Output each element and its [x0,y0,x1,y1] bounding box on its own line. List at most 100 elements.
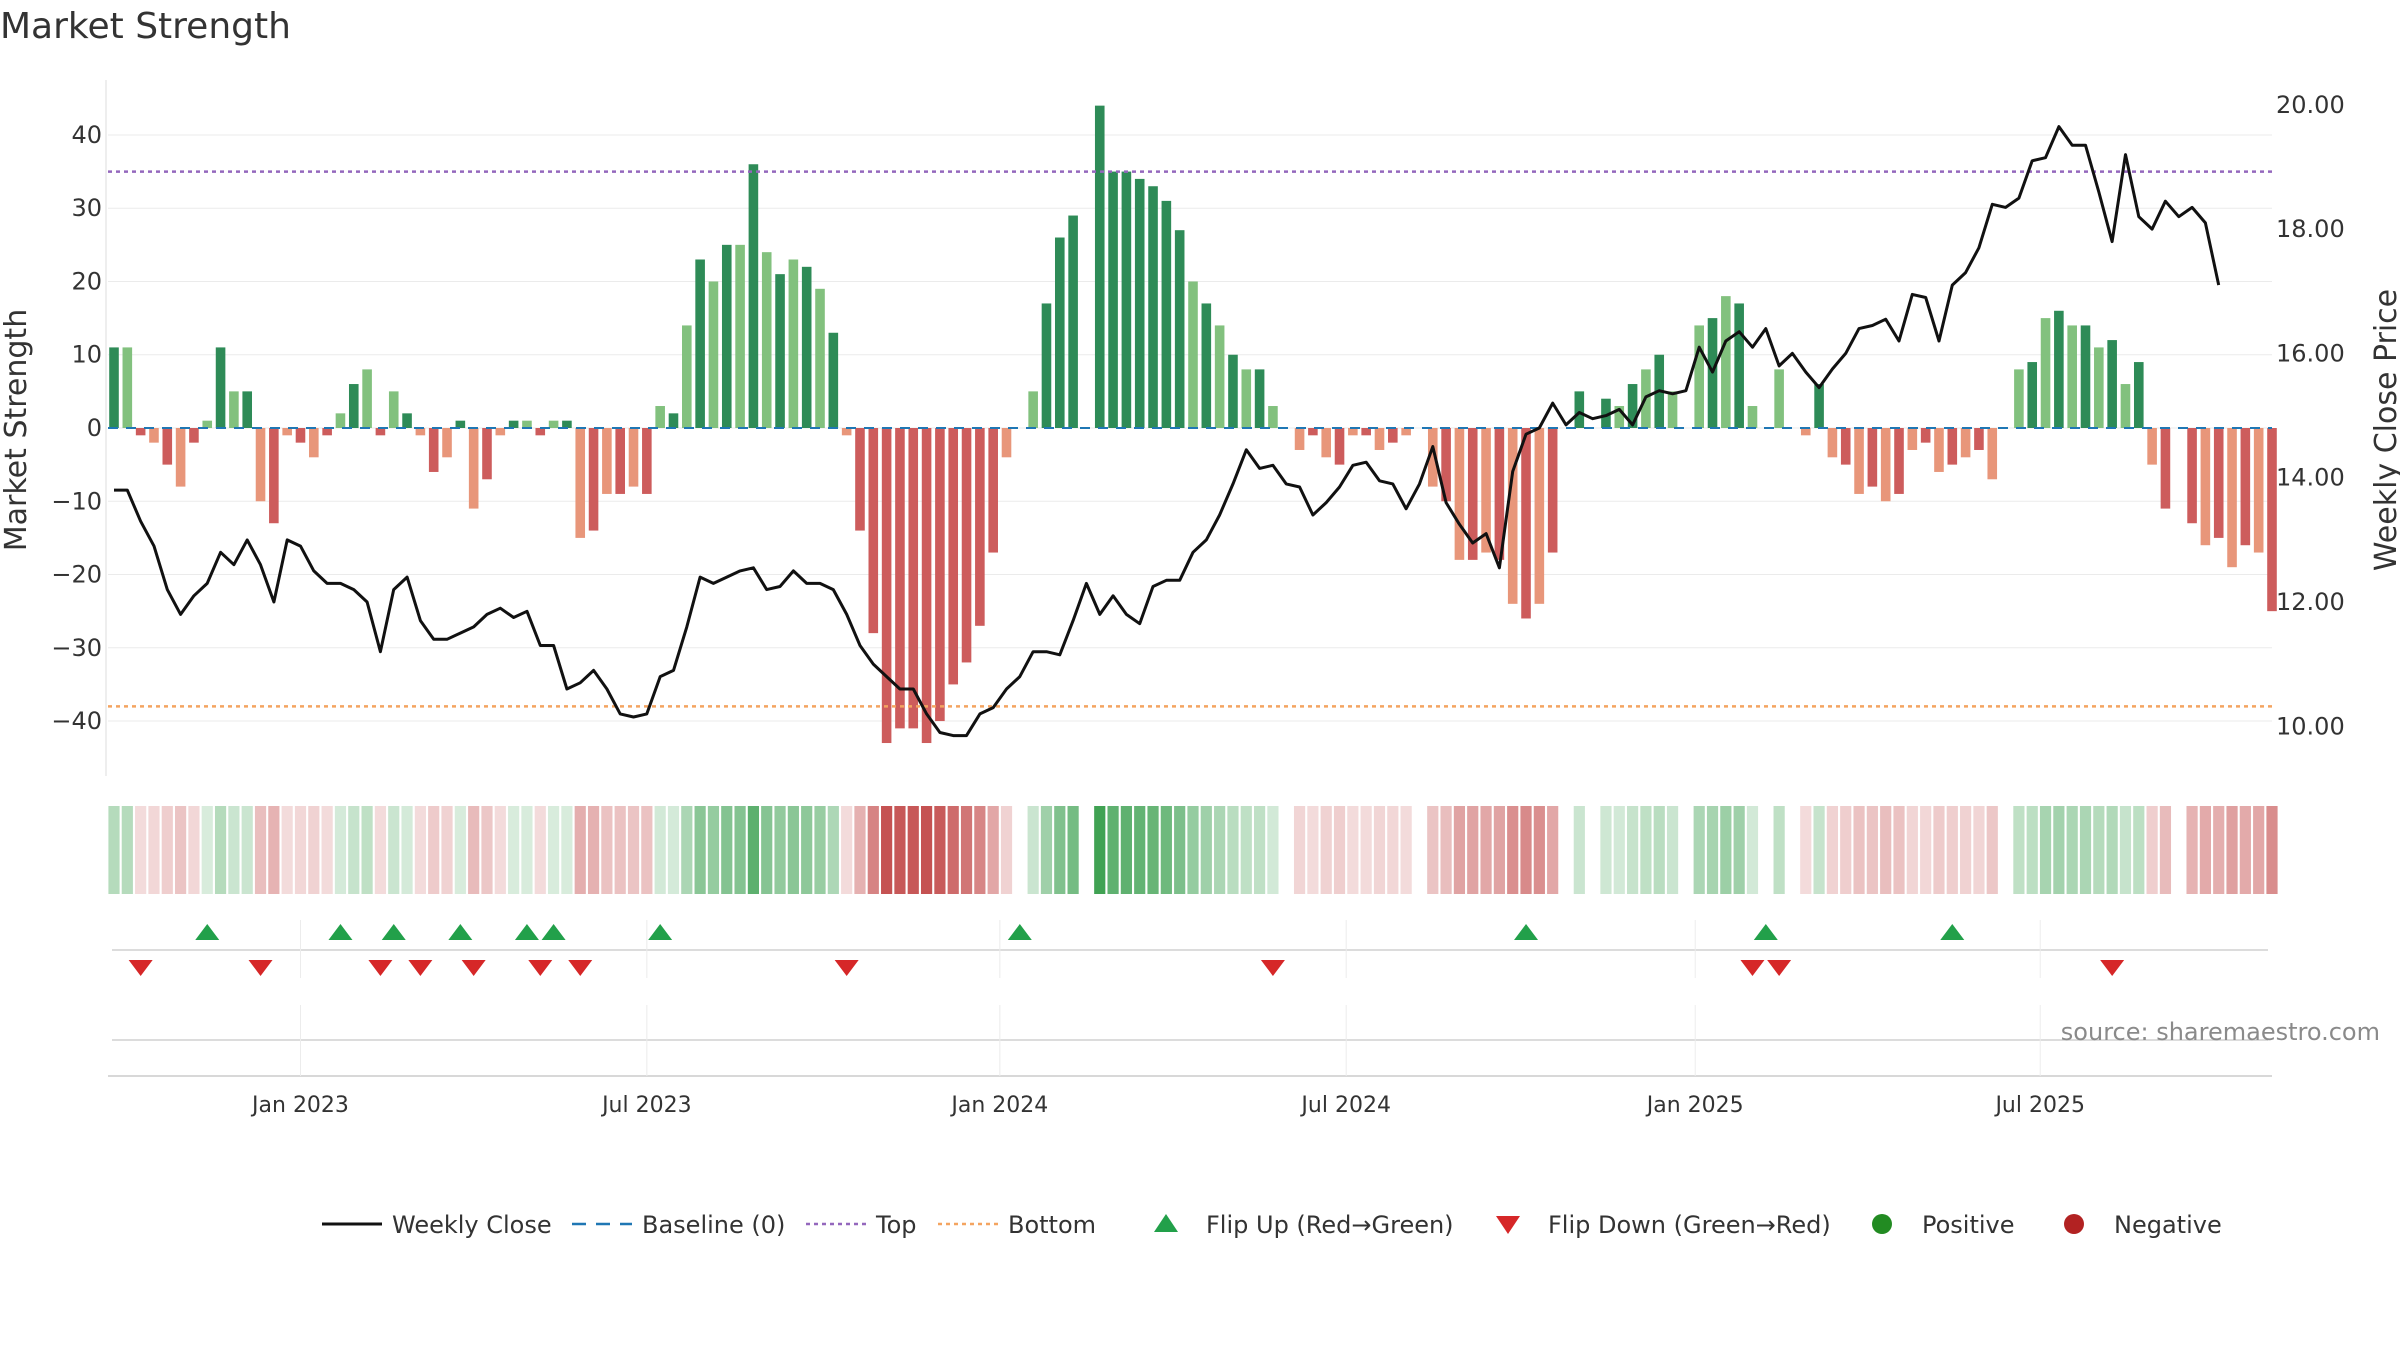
strength-bar [1800,428,1811,436]
strength-bar [335,413,346,428]
strength-bar [362,369,372,428]
strength-bar [1507,428,1518,604]
strength-bar [881,428,892,744]
heat-cell [2039,806,2052,894]
heat-cell [108,806,120,894]
heat-cell [707,806,720,894]
heat-cell [2239,806,2251,894]
heat-cell [1040,806,1053,894]
heat-cell [1400,806,1412,894]
heat-cell [148,806,160,894]
heat-cell [827,806,839,894]
strength-bar [242,391,253,428]
heat-cell [1054,806,1066,894]
flip-up-marker [328,924,353,940]
heat-cell [1000,806,1013,894]
strength-bar [442,428,452,458]
heat-cell [1507,806,1519,894]
heat-cell [1720,806,1732,894]
strength-bar [2120,384,2131,428]
heat-cell [2079,806,2092,894]
heat-cell [334,806,347,894]
y-left-tick-label: −40 [51,707,102,735]
flip-up-marker [648,924,673,940]
heat-cell [1347,806,1359,894]
heat-cell [2146,806,2158,894]
strength-bar [988,428,998,553]
heat-cell [201,806,213,894]
strength-bar [1574,391,1585,428]
heat-cell [161,806,173,894]
y-left-tick-label: 30 [71,194,102,222]
strength-bar [1721,296,1731,428]
heat-cell [1893,806,1905,894]
strength-bar [322,428,332,436]
legend-label-positive: Positive [1922,1211,2015,1239]
flip-down-marker [1767,960,1792,976]
strength-bar [748,164,759,428]
heat-cell [974,806,986,894]
heat-cell [1174,806,1186,894]
heat-cell [561,806,573,894]
y-right-tick-label: 12.00 [2276,588,2345,616]
flip-down-marker [368,960,393,976]
heat-cell [1920,806,1932,894]
heat-cell [401,806,413,894]
flip-up-marker [541,924,566,940]
strength-bar [948,428,959,685]
heat-cell [1906,806,1918,894]
strength-bar [482,428,492,480]
y-axis-left-label: Market Strength [0,309,34,551]
x-tick-label: Jan 2025 [1645,1093,1744,1118]
heat-cell [2226,806,2238,894]
heat-cell [734,806,746,894]
strength-bar [1880,428,1891,502]
flip-down-marker [461,960,486,976]
strength-bar [975,428,985,626]
legend-label-baseline: Baseline (0) [642,1211,785,1239]
heat-cell [268,806,280,894]
heat-cell [787,806,799,894]
strength-bar [1734,303,1744,428]
y-right-tick-label: 20.00 [2276,91,2345,119]
heat-cell [1547,806,1559,894]
strength-bar [2240,428,2251,546]
strength-bar [1987,428,1998,480]
heat-cell [2186,806,2198,894]
heat-cell [508,806,520,894]
y-left-tick-label: −30 [51,634,102,662]
heat-cell [694,806,706,894]
strength-bar [1228,354,1238,428]
strength-bar [575,428,586,538]
heat-cell [1813,806,1825,894]
strength-bar [2014,369,2024,428]
flip-down-marker [248,960,273,976]
heat-cell [1973,806,1985,894]
heat-cell [987,806,999,894]
heat-cell [814,806,826,894]
y-left-tick-label: 20 [71,267,102,295]
heat-cell [281,806,293,894]
heat-cell [1840,806,1852,894]
strength-bar [1028,391,1038,428]
strength-bar [2227,428,2237,568]
strength-bar [1427,428,1438,487]
strength-bar [175,428,186,487]
y-right-tick-label: 10.00 [2276,712,2345,740]
heat-cell [1933,806,1945,894]
heat-cell [1640,806,1652,894]
strength-bar [1268,406,1278,428]
strength-bar [1827,428,1838,458]
heat-cell [1440,806,1452,894]
heat-cell [1227,806,1239,894]
strength-bar [1494,428,1505,560]
heat-cell [2266,806,2278,894]
strength-bar [588,428,599,531]
strength-bar [1894,428,1904,494]
heat-cell [1826,806,1839,894]
heat-cell [1573,806,1585,894]
flip-down-marker [408,960,433,976]
heat-cell [2066,806,2078,894]
heat-cell [1240,806,1252,894]
strength-bar [908,428,919,729]
